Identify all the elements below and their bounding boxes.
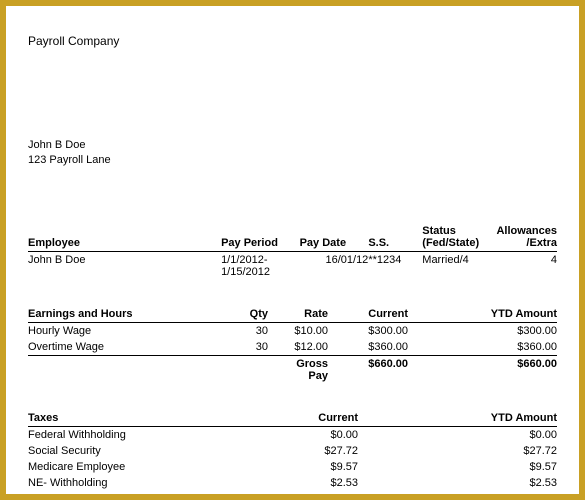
cell-ytd: $0.00 <box>368 491 557 494</box>
cell-allowances: 4 <box>496 251 557 280</box>
cell-current: $27.72 <box>278 443 368 459</box>
cell-ytd: $300.00 <box>418 322 557 339</box>
cell-label: Overtime Wage <box>28 339 228 356</box>
col-current: Current <box>338 306 418 323</box>
gross-ytd: $660.00 <box>418 355 557 384</box>
cell-pay-period: 1/1/2012-1/15/2012 <box>221 251 300 280</box>
cell-label: Federal Withholding <box>28 426 278 443</box>
col-allowances: Allowances /Extra <box>496 223 557 252</box>
col-current: Current <box>278 410 368 427</box>
employee-block: John B Doe 123 Payroll Lane <box>28 138 557 168</box>
cell-qty: 30 <box>228 339 278 356</box>
summary-table: Employee Pay Period Pay Date S.S. Status… <box>28 223 557 280</box>
cell-ssn: **1234 <box>368 251 422 280</box>
cell-pay-date: 16/01/12 <box>300 251 369 280</box>
cell-current: $2.53 <box>278 475 368 491</box>
cell-label: Hourly Wage <box>28 322 228 339</box>
cell-current: $9.57 <box>278 459 368 475</box>
cell-label: Medicare Employee <box>28 459 278 475</box>
employee-name: John B Doe <box>28 138 557 153</box>
col-ssn: S.S. <box>368 223 422 252</box>
gross-current: $660.00 <box>338 355 418 384</box>
gross-label: Gross Pay <box>278 355 338 384</box>
col-status: Status (Fed/State) <box>422 223 496 252</box>
cell-status: Married/4 <box>422 251 496 280</box>
earnings-title: Earnings and Hours <box>28 306 228 323</box>
cell-ytd: $27.72 <box>368 443 557 459</box>
tax-row: NE- Withholding $2.53 $2.53 <box>28 475 557 491</box>
cell-ytd: $9.57 <box>368 459 557 475</box>
employee-address: 123 Payroll Lane <box>28 153 557 168</box>
tax-row: Medicare Employee $9.57 $9.57 <box>28 459 557 475</box>
cell-ytd: $360.00 <box>418 339 557 356</box>
col-rate: Rate <box>278 306 338 323</box>
cell-rate: $12.00 <box>278 339 338 356</box>
cell-label: Social Security <box>28 443 278 459</box>
col-pay-period: Pay Period <box>221 223 300 252</box>
earnings-row: Hourly Wage 30 $10.00 $300.00 $300.00 <box>28 322 557 339</box>
company-name: Payroll Company <box>28 34 557 48</box>
cell-qty: 30 <box>228 322 278 339</box>
earnings-row: Overtime Wage 30 $12.00 $360.00 $360.00 <box>28 339 557 356</box>
taxes-table: Taxes Current YTD Amount Federal Withhol… <box>28 410 557 494</box>
cell-current: $360.00 <box>338 339 418 356</box>
summary-row: John B Doe 1/1/2012-1/15/2012 16/01/12 *… <box>28 251 557 280</box>
tax-row: Federal Withholding $0.00 $0.00 <box>28 426 557 443</box>
tax-row: Social Security $27.72 $27.72 <box>28 443 557 459</box>
cell-ytd: $0.00 <box>368 426 557 443</box>
cell-rate: $10.00 <box>278 322 338 339</box>
earnings-table: Earnings and Hours Qty Rate Current YTD … <box>28 306 557 384</box>
cell-ytd: $2.53 <box>368 475 557 491</box>
col-qty: Qty <box>228 306 278 323</box>
col-ytd: YTD Amount <box>418 306 557 323</box>
cell-current: $0.00 <box>278 426 368 443</box>
cell-label: Other Deductions <box>28 491 278 494</box>
cell-employee: John B Doe <box>28 251 221 280</box>
col-pay-date: Pay Date <box>300 223 369 252</box>
gross-row: Gross Pay $660.00 $660.00 <box>28 355 557 384</box>
cell-current: $300.00 <box>338 322 418 339</box>
taxes-title: Taxes <box>28 410 278 427</box>
col-ytd: YTD Amount <box>368 410 557 427</box>
paystub-page: Payroll Company John B Doe 123 Payroll L… <box>6 6 579 494</box>
cell-current: $0.00 <box>278 491 368 494</box>
tax-row: Other Deductions $0.00 $0.00 <box>28 491 557 494</box>
cell-label: NE- Withholding <box>28 475 278 491</box>
col-employee: Employee <box>28 223 221 252</box>
